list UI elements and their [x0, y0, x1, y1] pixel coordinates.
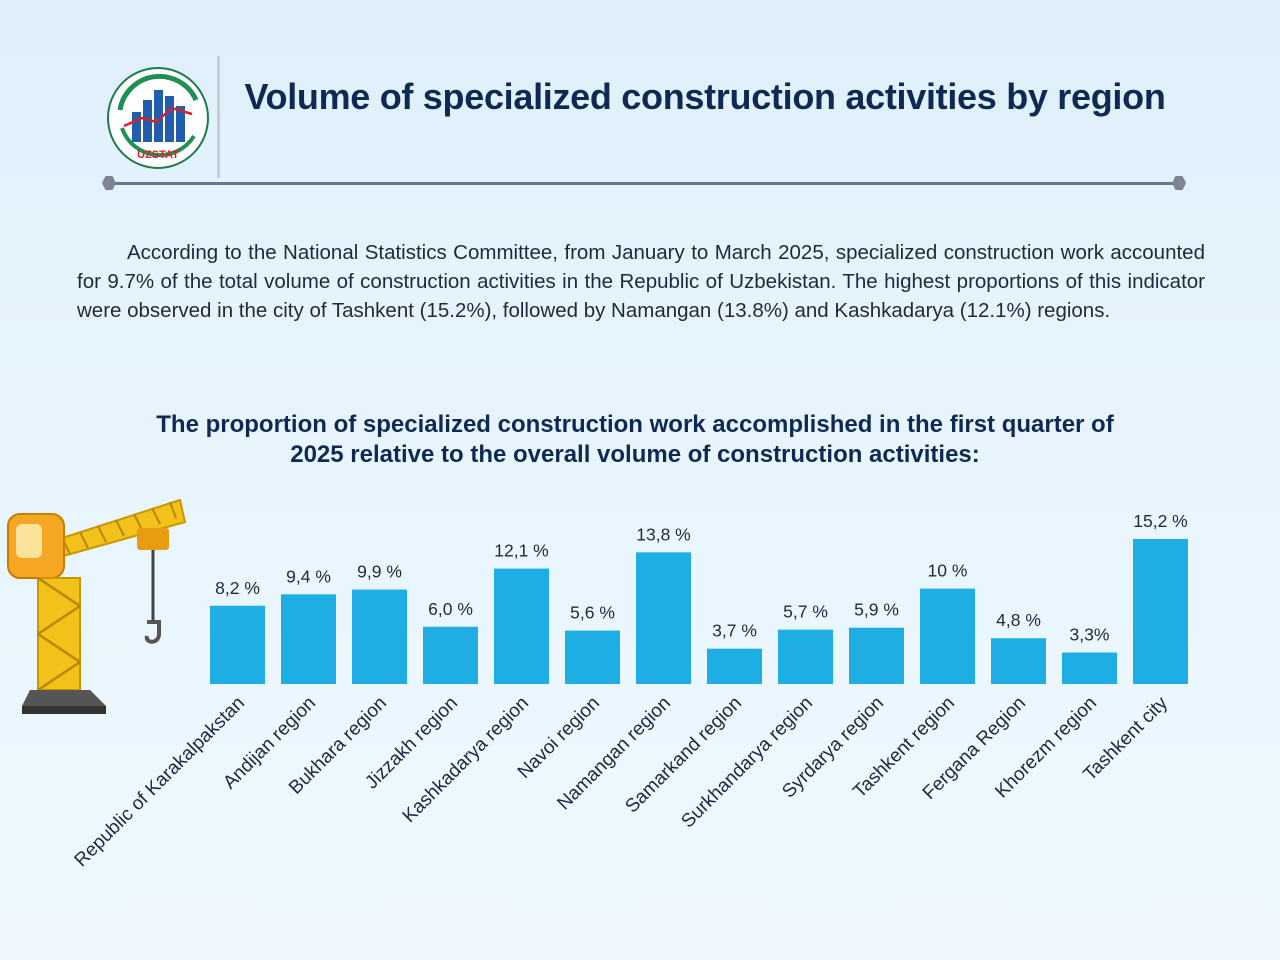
rule-end-right: [1172, 176, 1186, 190]
bar-navoi-region: [565, 630, 620, 684]
value-label: 8,2 %: [215, 578, 260, 598]
bar-bukhara-region: [352, 589, 407, 684]
value-label: 15,2 %: [1133, 511, 1187, 531]
value-label: 12,1 %: [494, 541, 548, 561]
bar-andijan-region: [281, 594, 336, 684]
value-label: 9,9 %: [357, 562, 402, 582]
bar-khorezm-region: [1062, 652, 1117, 684]
header-divider: [217, 56, 220, 178]
uzstat-logo: UZSTAT: [106, 66, 210, 170]
value-label: 3,7 %: [712, 621, 757, 641]
logo-text: UZSTAT: [137, 149, 179, 161]
bar-tashkent-region: [920, 588, 975, 684]
value-label: 13,8 %: [636, 524, 690, 544]
value-label: 6,0 %: [428, 599, 473, 619]
page-title: Volume of specialized construction activ…: [244, 76, 1166, 117]
value-label: 9,4 %: [286, 566, 331, 586]
bar-syrdarya-region: [849, 627, 904, 684]
category-label: Samarkand region: [621, 693, 746, 818]
title-rule: [108, 182, 1180, 185]
bar-samarkand-region: [707, 648, 762, 684]
bar-republic-of-karakalpakstan: [210, 605, 265, 684]
uzstat-logo-graphic: UZSTAT: [107, 67, 209, 169]
bar-namangan-region: [636, 552, 691, 684]
value-label: 3,3%: [1070, 625, 1110, 645]
bar-tashkent-city: [1133, 539, 1188, 684]
value-label: 4,8 %: [996, 610, 1041, 630]
bar-jizzakh-region: [423, 626, 478, 684]
rule-end-left: [102, 176, 116, 190]
value-label: 10 %: [928, 561, 968, 581]
category-label: Surkhandarya region: [677, 693, 817, 833]
chart-title: The proportion of specialized constructi…: [156, 411, 1114, 468]
bar-kashkadarya-region: [494, 568, 549, 684]
intro-paragraph: According to the National Statistics Com…: [77, 241, 1205, 322]
value-label: 5,7 %: [783, 602, 828, 622]
value-label: 5,9 %: [854, 600, 899, 620]
category-label: Kashkadarya region: [399, 693, 533, 827]
value-label: 5,6 %: [570, 603, 615, 623]
bar-surkhandarya-region: [778, 629, 833, 684]
bar-fergana-region: [991, 638, 1046, 684]
crane-illustration: [0, 496, 190, 720]
